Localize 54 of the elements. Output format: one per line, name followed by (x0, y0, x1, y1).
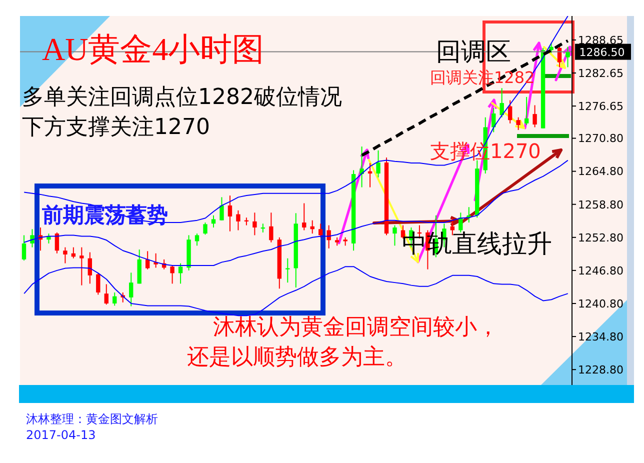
candlestick (80, 246, 84, 286)
candlestick (302, 202, 306, 231)
y-tick-label: 1288.65 (578, 34, 624, 47)
candlestick (566, 46, 570, 68)
candlestick (516, 116, 520, 131)
candlestick (269, 212, 274, 243)
annotation: 还是以顺势做多为主。 (187, 345, 407, 370)
candlestick (508, 100, 512, 124)
y-tick-label: 1258.80 (578, 198, 624, 212)
candlestick (30, 228, 34, 248)
candlestick (252, 212, 257, 236)
candlestick (220, 196, 224, 221)
candlestick (170, 264, 174, 284)
y-tick-label: 1276.65 (578, 100, 624, 113)
candlestick (524, 96, 529, 126)
y-tick-label: 1270.80 (578, 132, 624, 146)
candlestick (318, 223, 323, 238)
text: 2017-04-13 (26, 428, 96, 442)
candlestick (104, 284, 108, 306)
candlestick (360, 146, 364, 188)
candlestick (211, 214, 216, 228)
candlestick (63, 246, 68, 264)
candlestick (154, 252, 158, 268)
line-series (24, 16, 568, 224)
text: AU黄金4小时图 (42, 30, 264, 69)
candlestick (392, 224, 397, 246)
candlestick (557, 46, 562, 68)
candlestick (228, 195, 232, 232)
y-tick-label: 1252.80 (578, 231, 624, 244)
text: 沐林整理：黄金图文解析 (26, 412, 158, 426)
annotation: 多单关注回调点位1282破位情况 (22, 85, 342, 110)
y-tick-label: 1282.65 (578, 66, 624, 80)
candlestick (22, 234, 26, 262)
candlestick (112, 292, 117, 306)
candlestick (203, 222, 208, 236)
y-tick-label: 1246.80 (578, 264, 624, 278)
candlestick (129, 272, 134, 307)
y-tick-label: 1228.80 (578, 363, 624, 376)
ref-line-label: 1286.50 (579, 46, 625, 59)
candlestick (532, 104, 537, 128)
candlestick (492, 107, 496, 133)
annotation: 沐林认为黄金回调空间较小， (213, 315, 499, 340)
y-tick-label: 1240.80 (578, 297, 624, 310)
candlestick (286, 258, 290, 284)
candlestick (458, 212, 463, 233)
candlestick (376, 150, 380, 178)
candlestick (194, 233, 200, 246)
candlestick (236, 210, 240, 231)
candlestick (178, 262, 183, 284)
y-tick-label: 1234.80 (578, 330, 624, 344)
candlestick (96, 272, 100, 296)
annotation: 下方支撑关注1270 (22, 115, 210, 140)
candlestick (326, 224, 331, 249)
y-tick-label: 1264.80 (578, 165, 624, 178)
